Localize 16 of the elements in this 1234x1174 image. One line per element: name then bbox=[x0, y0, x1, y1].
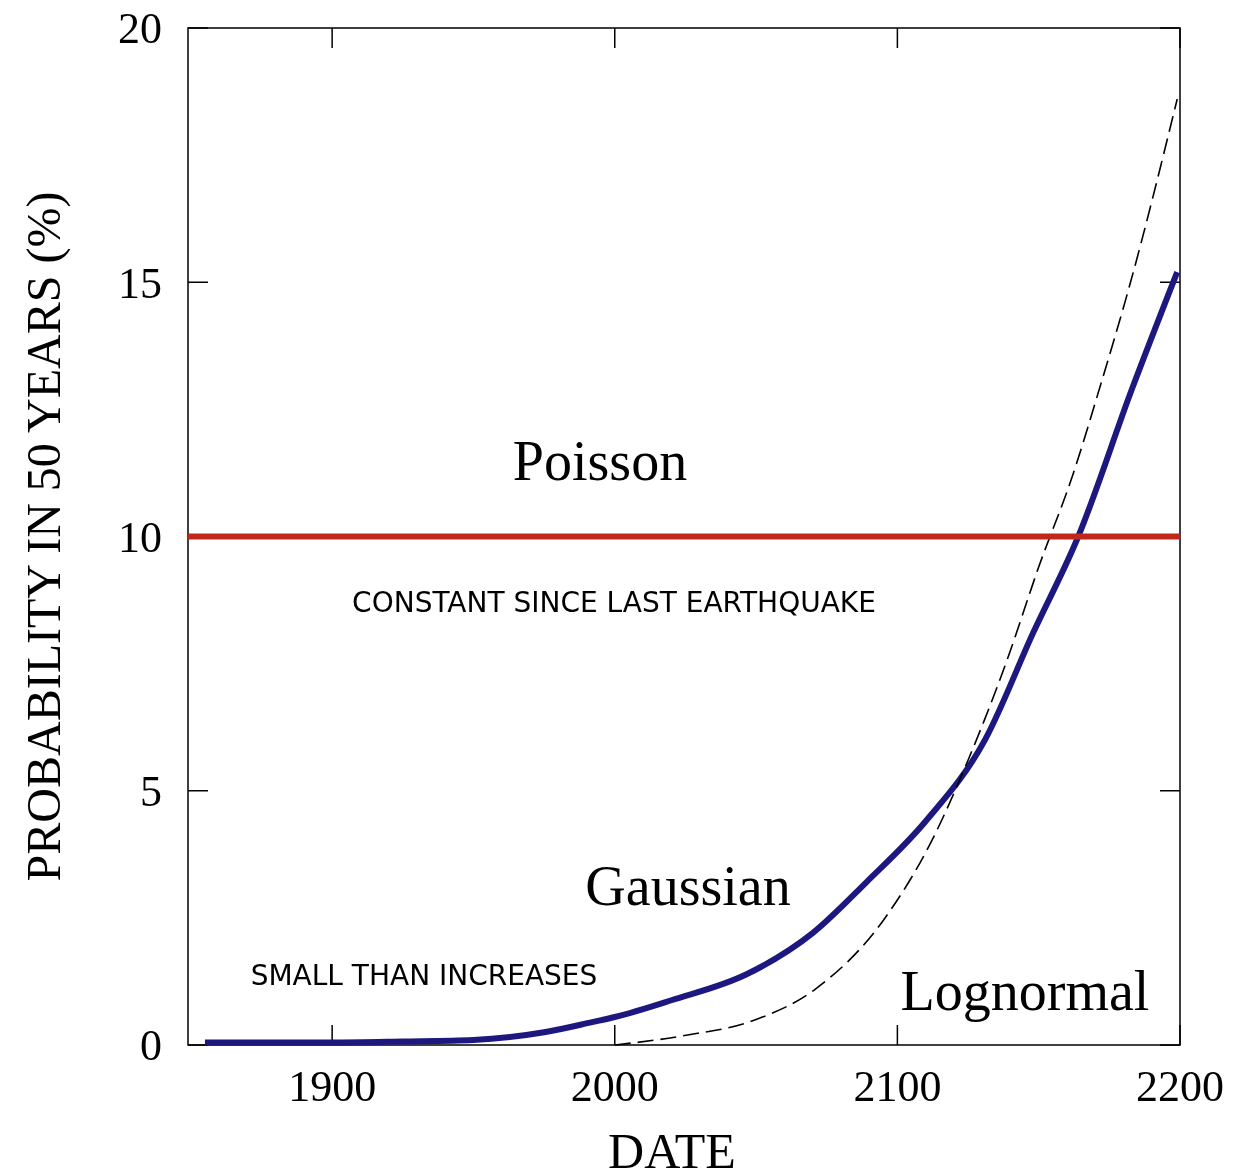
annotation: SMALL THAN INCREASES bbox=[250, 959, 598, 992]
y-tick-label: 10 bbox=[118, 512, 162, 562]
x-axis-title: DATE bbox=[608, 1123, 736, 1174]
x-tick-label: 2100 bbox=[853, 1062, 942, 1111]
series-label: Gaussian bbox=[585, 855, 791, 917]
series-label: Poisson bbox=[512, 430, 688, 492]
y-axis-title: PROBABILITY IN 50 YEARS (%) bbox=[17, 191, 71, 882]
y-tick-label: 5 bbox=[140, 767, 162, 817]
y-tick-label: 15 bbox=[118, 258, 162, 308]
x-tick-label: 2200 bbox=[1136, 1062, 1224, 1111]
series-label: Lognormal bbox=[900, 960, 1150, 1022]
y-tick-label: 20 bbox=[118, 4, 162, 54]
x-tick-label: 1900 bbox=[288, 1062, 377, 1111]
annotation: CONSTANT SINCE LAST EARTHQUAKE bbox=[352, 586, 876, 619]
y-tick-label: 0 bbox=[140, 1021, 162, 1071]
x-tick-label: 2000 bbox=[570, 1062, 659, 1111]
